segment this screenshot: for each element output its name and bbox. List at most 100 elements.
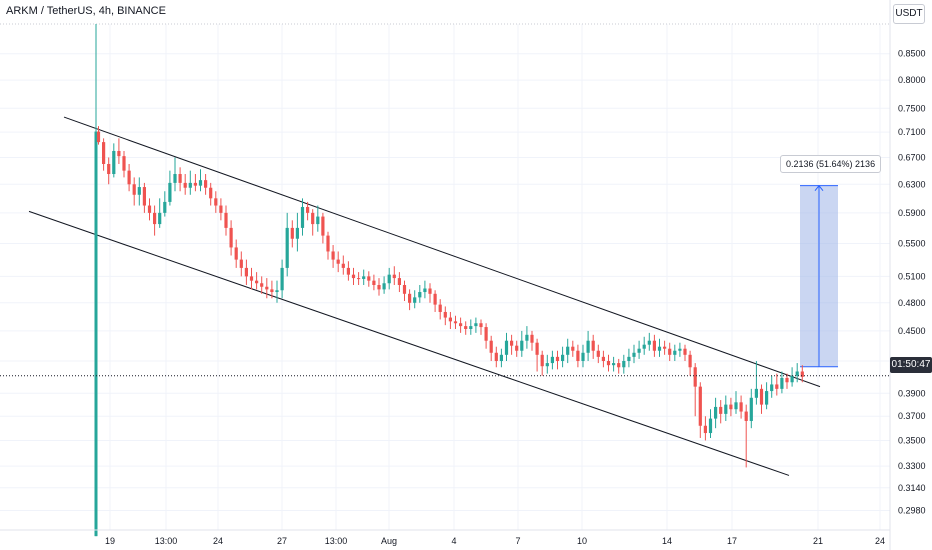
candle [469,319,473,335]
candle [377,278,381,296]
candle-body [367,276,371,281]
candle-body [561,354,565,361]
candle [754,360,758,405]
candle-body [438,304,442,312]
time-axis[interactable]: 19 13:00 24 27 13:00 Aug 4 7 10 14 17 21 24 [0,529,890,546]
candle-body [724,404,728,414]
candle-body [112,150,116,175]
candle-body [765,391,769,405]
candle-body [413,297,417,303]
candle [571,340,575,357]
candle-body [341,263,345,268]
candle [780,371,784,394]
candle [255,272,259,290]
candle-body [428,288,432,294]
candle [275,280,279,303]
candle [402,280,407,301]
listing-candle [94,24,98,537]
time-tick-label: 24 [875,536,885,546]
candle-body [122,156,126,171]
price-range-measure[interactable] [800,184,838,368]
candle [147,198,152,221]
candle-body [510,340,514,346]
candle-body [433,293,437,305]
candle-body [703,425,707,434]
candle [168,170,172,206]
candle [601,350,605,368]
candle [637,340,641,359]
price-tick-label: 0.2980 [898,506,926,516]
candle-body [759,388,764,405]
price-tick-label: 0.6700 [898,152,926,162]
candle [239,251,243,277]
currency-button[interactable]: USDT [893,4,925,24]
time-tick-label: 4 [451,536,456,546]
candle-body [525,334,529,341]
candle-body [520,340,524,351]
candle [459,317,463,333]
candle [586,330,590,361]
measure-arrow-head [814,184,824,191]
candle-body [285,227,289,268]
candle-body [729,404,733,410]
candle [290,220,294,248]
candle [122,150,126,178]
candle-body [693,367,697,387]
candle [321,212,325,244]
candle [413,290,417,309]
candle [561,346,565,368]
candle [346,261,350,281]
candle-body [316,216,320,225]
candle-body [94,131,98,537]
candle [453,315,458,329]
candle [311,209,315,236]
candle-body [249,276,254,281]
candle [520,330,524,357]
candle-body [576,350,580,361]
candle-body [464,326,468,329]
time-tick-label: 13:00 [155,536,178,546]
candle-body [321,216,325,236]
price-tick-label: 0.8000 [898,75,926,85]
candle-body [255,280,259,284]
candle-body [708,418,713,434]
candle [260,276,264,294]
candle [265,278,269,299]
time-tick-label: 24 [213,536,223,546]
candle-body [535,342,539,355]
candle [535,338,539,372]
candle [550,350,554,370]
candle [688,350,692,376]
price-axis[interactable]: 0.8500 0.8000 0.7500 0.7100 0.6700 0.6300 0.59… [889,0,926,550]
candle-body [780,377,784,389]
candle-body [336,259,340,264]
candle [392,266,396,286]
candle-body [683,348,687,355]
candle-body [657,346,662,351]
candle-body [754,388,758,398]
candle [555,350,560,370]
candle [591,334,595,359]
candle-body [372,280,376,286]
candle [596,344,600,364]
candle-body [601,356,605,361]
candle-body [785,377,789,383]
candle [229,220,233,256]
candle-body [443,311,447,318]
candle [433,290,437,312]
candle-body [663,346,667,349]
candle-body [270,289,274,293]
candle-body [474,323,478,327]
price-tick-label: 0.3500 [898,435,926,445]
candle [652,334,656,357]
candle [224,205,228,236]
candle-body [647,340,651,345]
candle-body [402,285,407,294]
candle [479,319,483,335]
candle [188,170,192,195]
candle [504,332,509,361]
symbol-title[interactable]: ARKM / TetherUS, 4h, BINANCE [6,5,166,17]
candle [173,157,177,192]
time-tick-label: 7 [515,536,520,546]
